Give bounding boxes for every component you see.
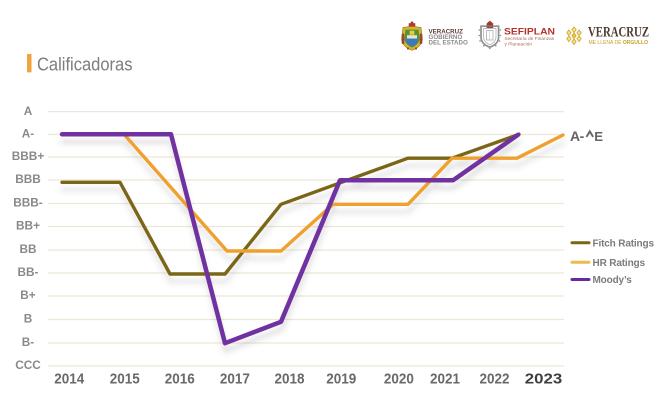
svg-text:E: E xyxy=(594,129,603,144)
svg-text:2019: 2019 xyxy=(326,371,356,388)
svg-text:HR Ratings: HR Ratings xyxy=(593,258,646,269)
svg-text:Fitch Ratings: Fitch Ratings xyxy=(593,238,655,249)
svg-text:2014: 2014 xyxy=(54,371,85,388)
svg-text:Moody’s: Moody’s xyxy=(593,275,633,286)
svg-text:A-: A- xyxy=(570,128,585,144)
svg-text:BB-: BB- xyxy=(18,265,39,279)
svg-text:GOBIERNO: GOBIERNO xyxy=(429,34,463,41)
svg-text:SEFIPLAN: SEFIPLAN xyxy=(504,27,555,38)
svg-text:2023: 2023 xyxy=(525,371,563,388)
svg-text:Secretaría de Finanzas: Secretaría de Finanzas xyxy=(505,36,555,41)
svg-text:Calificadoras: Calificadoras xyxy=(37,53,133,74)
svg-text:B: B xyxy=(24,311,33,325)
svg-text:2022: 2022 xyxy=(480,371,510,388)
svg-text:CCC: CCC xyxy=(15,358,41,372)
svg-text:BB+: BB+ xyxy=(16,218,40,232)
svg-text:BBB+: BBB+ xyxy=(12,149,45,163)
svg-text:DEL ESTADO: DEL ESTADO xyxy=(429,40,468,47)
svg-text:y Planeación: y Planeación xyxy=(505,41,533,46)
svg-text:A: A xyxy=(24,104,33,118)
svg-text:2017: 2017 xyxy=(220,371,250,388)
svg-text:B+: B+ xyxy=(20,288,36,302)
svg-text:2016: 2016 xyxy=(165,371,195,388)
svg-text:VERACRUZ: VERACRUZ xyxy=(588,25,649,41)
svg-text:BBB: BBB xyxy=(15,172,41,186)
svg-text:2015: 2015 xyxy=(110,371,140,388)
svg-text:2018: 2018 xyxy=(275,371,305,388)
svg-text:2021: 2021 xyxy=(430,371,460,388)
svg-text:ME LLENA DE ORGULLO: ME LLENA DE ORGULLO xyxy=(589,40,649,46)
svg-text:VERACRUZ: VERACRUZ xyxy=(429,28,464,35)
svg-text:BBB-: BBB- xyxy=(13,195,43,209)
svg-text:A-: A- xyxy=(22,126,35,140)
svg-text:B-: B- xyxy=(22,335,35,349)
svg-text:BB: BB xyxy=(19,242,36,256)
svg-text:2020: 2020 xyxy=(384,371,414,388)
